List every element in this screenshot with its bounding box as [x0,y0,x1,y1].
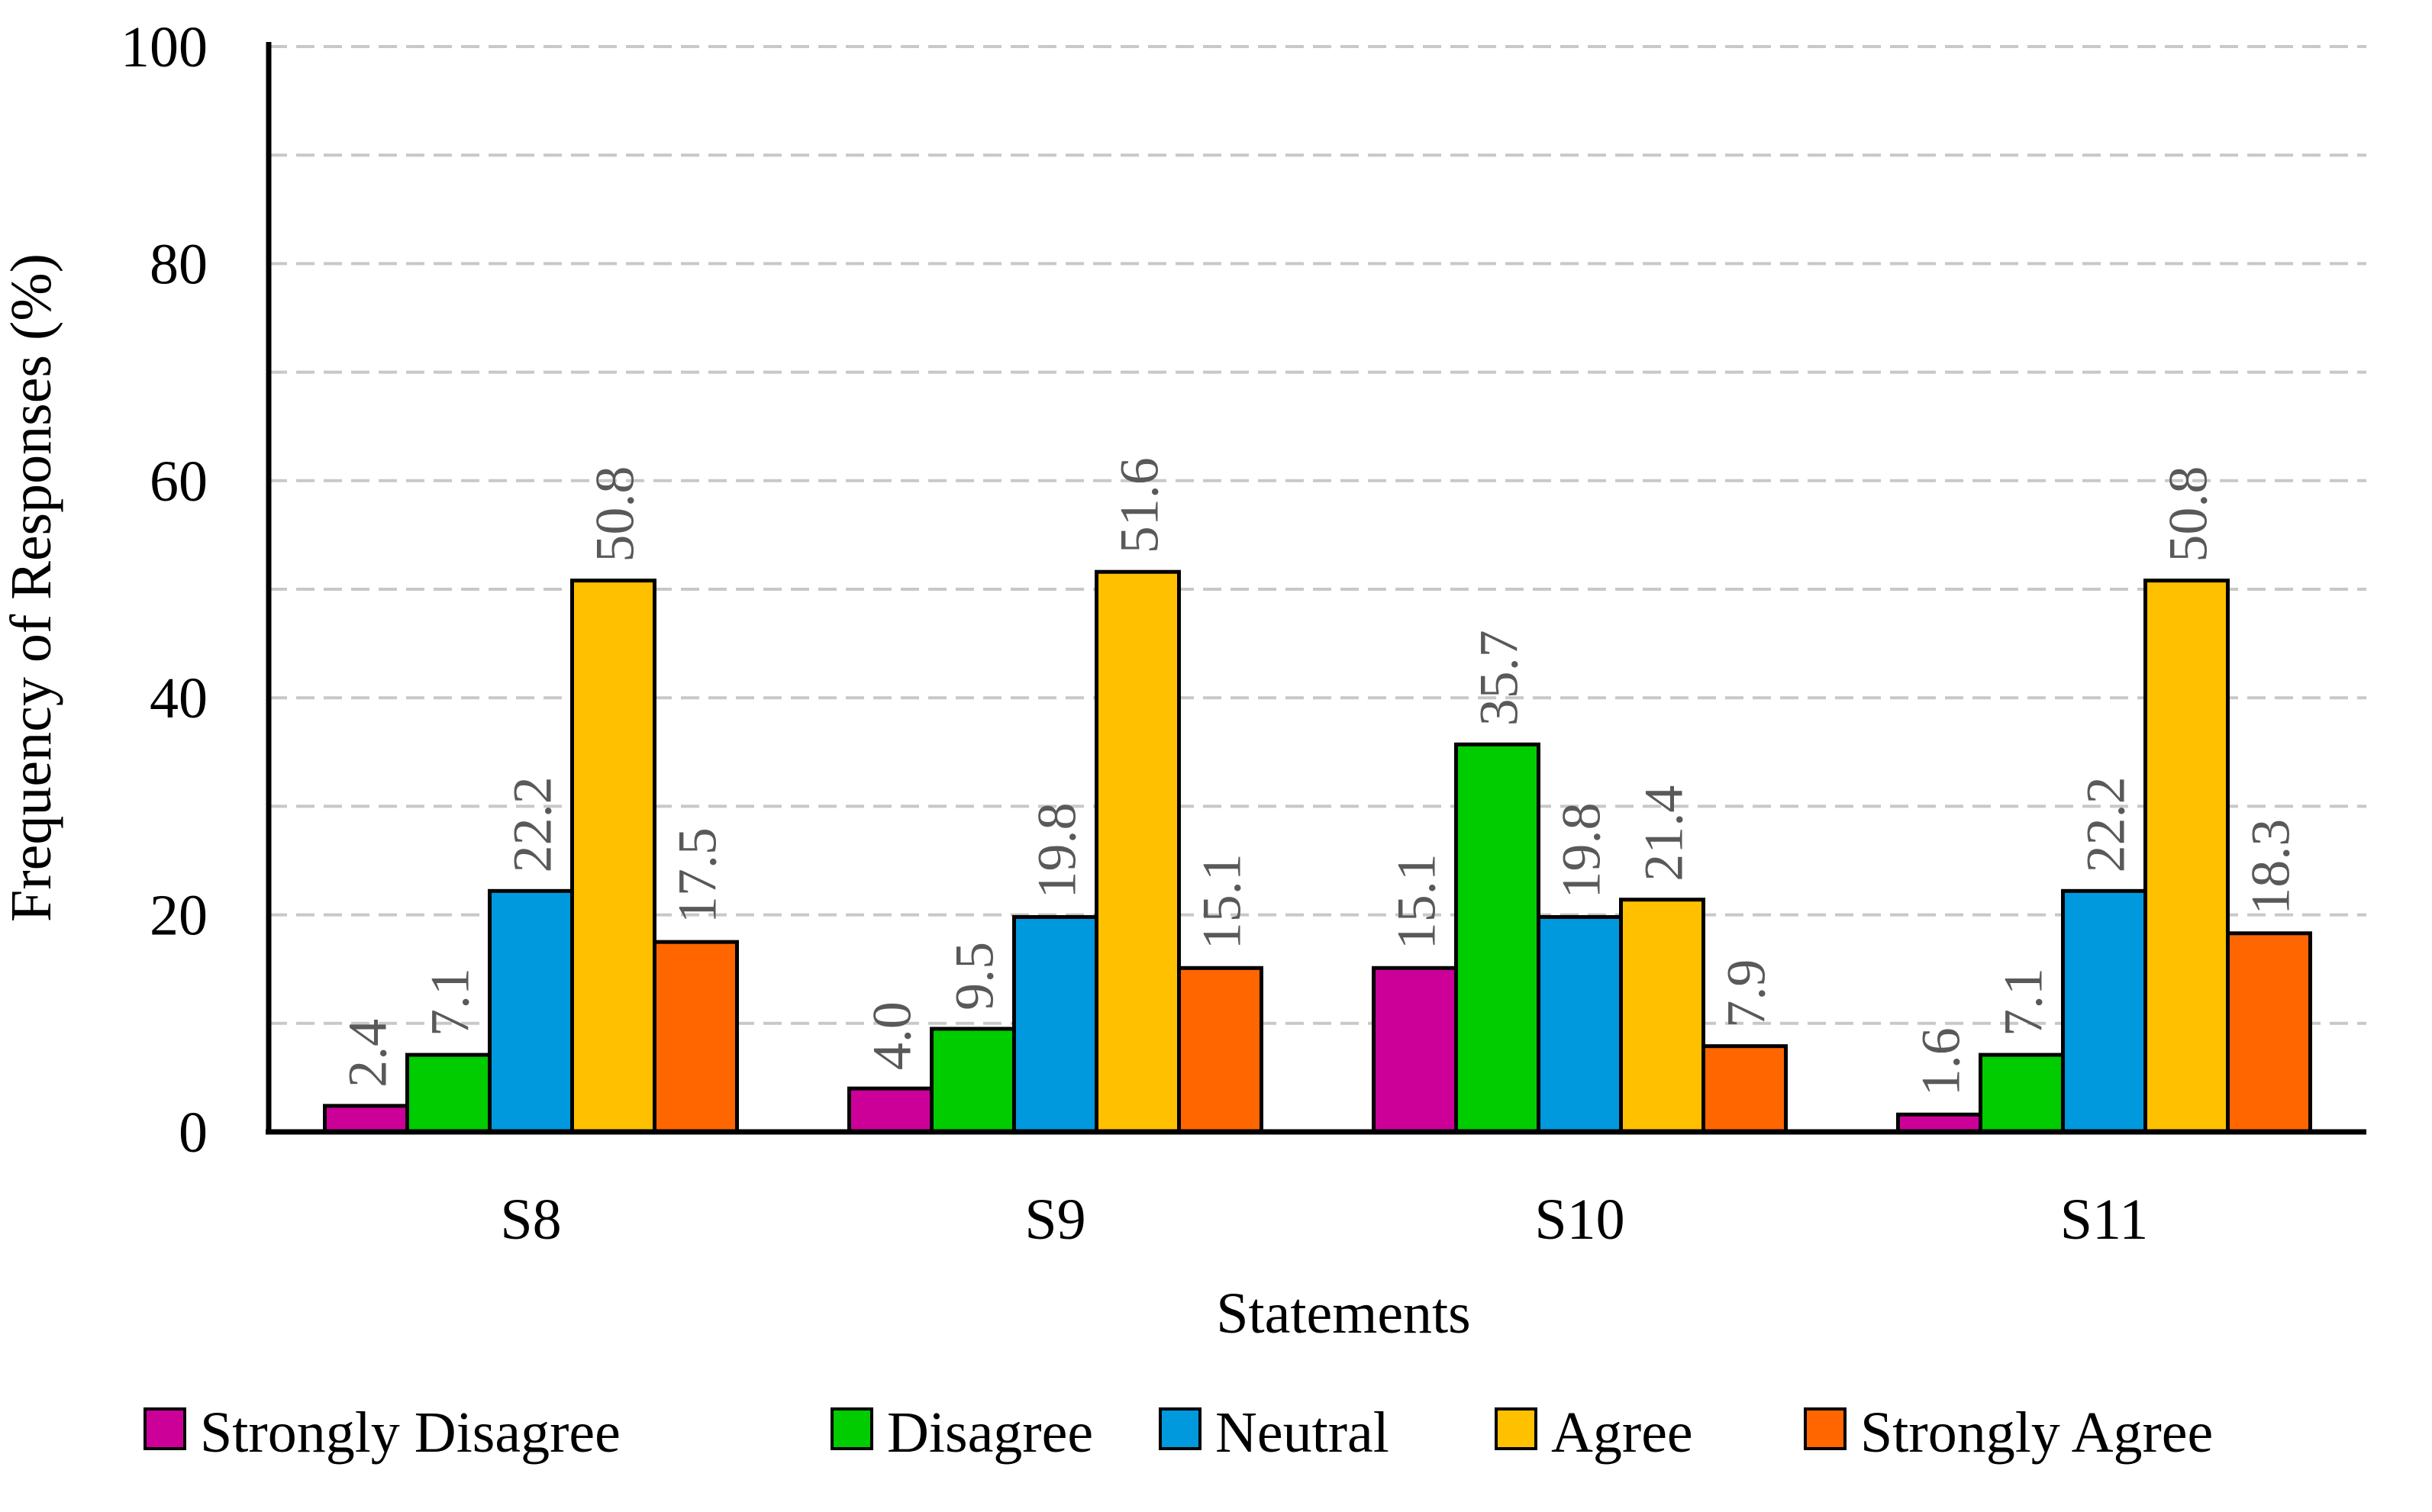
data-label: 19.8 [1027,802,1088,898]
y-tick-labels: 0 20 40 60 80 100 [121,15,208,1165]
bar [323,1104,409,1134]
data-label: 7.1 [420,968,481,1036]
bar [488,888,574,1134]
legend-label: Disagree [887,1401,1093,1465]
bar [1012,914,1098,1134]
bar [2061,888,2147,1134]
bar [1454,742,1540,1134]
bar [1177,966,1263,1134]
bar [847,1086,934,1134]
data-label: 19.8 [1551,802,1612,898]
legend-label: Strongly Agree [1860,1401,2213,1465]
data-label: 18.3 [2240,819,2301,915]
legend-swatch [144,1407,186,1450]
bar [1701,1044,1788,1134]
legend-label: Strongly Disagree [200,1401,621,1465]
bar [405,1053,492,1134]
data-label: 7.9 [1716,959,1777,1028]
data-label: 1.6 [1911,1027,1972,1096]
bar [2226,931,2312,1134]
bars [323,569,2312,1134]
data-label: 35.7 [1469,630,1530,726]
y-tick-label: 80 [150,232,208,296]
data-label: 15.1 [1192,853,1253,949]
y-axis-title: Frequency of Responses (%) [0,253,63,922]
data-label: 7.1 [1993,968,2054,1036]
data-label: 50.8 [2158,466,2219,563]
x-axis-title: Statements [1216,1281,1471,1346]
bar [1619,898,1705,1134]
legend: Strongly Disagree Disagree Neutral Agree Str… [144,1401,2213,1465]
data-label: 17.5 [667,827,728,924]
bar [1372,966,1458,1134]
legend-swatch [1495,1407,1537,1450]
data-label: 9.5 [944,942,1005,1011]
y-tick-label: 40 [150,666,208,730]
x-tick-label: S9 [1024,1188,1085,1252]
data-label: 21.4 [1634,785,1695,882]
bar [570,579,656,1134]
bar [930,1027,1016,1134]
x-tick-label: S8 [500,1188,561,1252]
legend-swatch [1804,1407,1847,1450]
bar [1537,914,1623,1134]
x-tick-labels: S8 S9 S10 S11 [500,1188,2148,1252]
bar [1095,569,1181,1134]
data-label: 4.0 [862,1001,923,1070]
bar [653,940,739,1134]
bar [2143,579,2230,1134]
x-tick-label: S11 [2060,1188,2148,1252]
data-label: 22.2 [502,776,563,872]
y-tick-label: 20 [150,884,208,948]
data-label: 15.1 [1386,853,1447,949]
gridlines [269,45,2366,1025]
data-label: 2.4 [337,1019,398,1088]
legend-label: Neutral [1215,1401,1389,1465]
legend-swatch [831,1407,873,1450]
x-tick-label: S10 [1534,1188,1624,1252]
axes [266,42,2366,1135]
legend-label: Agree [1551,1401,1693,1465]
legend-swatch [1159,1407,1201,1450]
data-label: 50.8 [585,466,646,563]
y-tick-label: 100 [121,15,208,79]
data-label: 51.6 [1109,457,1170,553]
y-tick-label: 0 [179,1101,208,1165]
y-tick-label: 60 [150,450,208,514]
bar [1979,1053,2065,1134]
data-labels: 2.4 7.1 22.2 50.8 17.5 4.0 9.5 19.8 51.6 15.1 15.1… [337,457,2301,1096]
data-label: 22.2 [2076,776,2137,872]
